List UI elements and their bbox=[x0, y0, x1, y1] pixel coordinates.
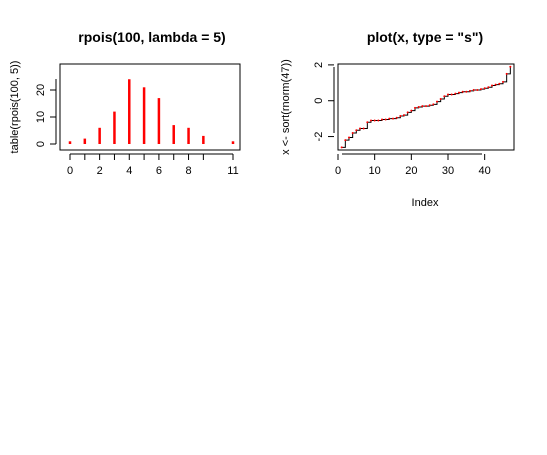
data-point bbox=[417, 106, 420, 108]
data-point bbox=[384, 118, 387, 121]
panel-rpois: rpois(100, lambda = 5) table(rpois(100, … bbox=[9, 29, 241, 177]
y-axis-label: table(rpois(100, 5)) bbox=[9, 61, 21, 154]
data-point bbox=[388, 117, 391, 120]
data-point bbox=[465, 90, 468, 93]
data-point bbox=[436, 100, 438, 103]
data-point bbox=[359, 127, 361, 130]
y-tick-label: 10 bbox=[35, 111, 47, 123]
data-point bbox=[370, 119, 372, 122]
data-point bbox=[505, 72, 508, 75]
data-point bbox=[439, 97, 442, 100]
data-point bbox=[355, 129, 358, 132]
data-point bbox=[373, 119, 376, 122]
data-point bbox=[491, 84, 493, 87]
data-point bbox=[351, 131, 354, 134]
data-point bbox=[362, 127, 365, 130]
chart-title: plot(x, type = "s") bbox=[367, 29, 483, 45]
y-tick-label: 2 bbox=[313, 62, 325, 68]
x-tick-label: 6 bbox=[156, 165, 162, 177]
data-point bbox=[498, 82, 501, 85]
data-point bbox=[344, 139, 347, 142]
x-tick-label: 2 bbox=[97, 165, 103, 177]
data-point bbox=[483, 87, 486, 90]
data-point bbox=[494, 83, 497, 86]
x-tick-label: 20 bbox=[405, 165, 417, 177]
data-point bbox=[472, 88, 475, 91]
x-axis-label: Index bbox=[412, 197, 439, 209]
x-tick-label: 0 bbox=[67, 165, 73, 177]
x-tick-label: 40 bbox=[479, 165, 491, 177]
data-point bbox=[377, 119, 380, 122]
data-point bbox=[425, 105, 427, 108]
chart-title: rpois(100, lambda = 5) bbox=[78, 29, 225, 45]
y-tick-label: 0 bbox=[313, 98, 325, 104]
data-point bbox=[480, 88, 482, 91]
x-ticks: 0 2 4 6 8 11 bbox=[67, 154, 239, 177]
x-tick-label: 4 bbox=[126, 165, 132, 177]
data-point bbox=[421, 105, 424, 108]
x-tick-label: 30 bbox=[442, 165, 454, 177]
data-point bbox=[406, 111, 409, 114]
data-point bbox=[450, 93, 453, 96]
data-point bbox=[476, 88, 479, 91]
plot-frame bbox=[337, 63, 515, 151]
data-point bbox=[432, 103, 435, 106]
y-ticks: 0 10 20 bbox=[35, 84, 56, 147]
x-tick-label: 10 bbox=[369, 165, 381, 177]
plot-frame bbox=[59, 63, 241, 151]
data-point bbox=[381, 118, 383, 121]
x-ticks: 0 10 20 30 40 bbox=[335, 154, 491, 177]
data-point bbox=[399, 114, 402, 117]
y-ticks: -2 0 2 bbox=[313, 62, 334, 142]
y-axis-label: x <- sort(rnorm(47)) bbox=[280, 59, 292, 155]
points bbox=[340, 65, 512, 149]
data-point bbox=[502, 80, 504, 83]
data-point bbox=[414, 106, 416, 109]
data-point bbox=[461, 90, 464, 93]
data-point bbox=[428, 104, 431, 107]
bars bbox=[68, 79, 235, 144]
data-point bbox=[469, 89, 471, 92]
x-tick-label: 0 bbox=[335, 165, 341, 177]
y-tick-label: -2 bbox=[313, 132, 325, 142]
x-tick-label: 11 bbox=[227, 165, 238, 177]
data-point bbox=[392, 117, 394, 120]
data-point bbox=[340, 146, 343, 149]
data-point bbox=[458, 91, 460, 94]
data-point bbox=[395, 116, 398, 119]
data-point bbox=[403, 114, 405, 117]
y-tick-label: 0 bbox=[35, 141, 47, 147]
data-point bbox=[509, 65, 512, 68]
x-tick-label: 8 bbox=[185, 165, 191, 177]
data-point bbox=[454, 92, 457, 95]
data-point bbox=[348, 136, 350, 139]
data-point bbox=[447, 93, 449, 96]
panel-step: plot(x, type = "s") x <- sort(rnorm(47))… bbox=[280, 29, 515, 209]
y-tick-label: 20 bbox=[35, 84, 47, 96]
data-point bbox=[410, 109, 413, 112]
data-point bbox=[443, 95, 446, 98]
data-point bbox=[487, 86, 490, 89]
data-point bbox=[366, 121, 369, 124]
